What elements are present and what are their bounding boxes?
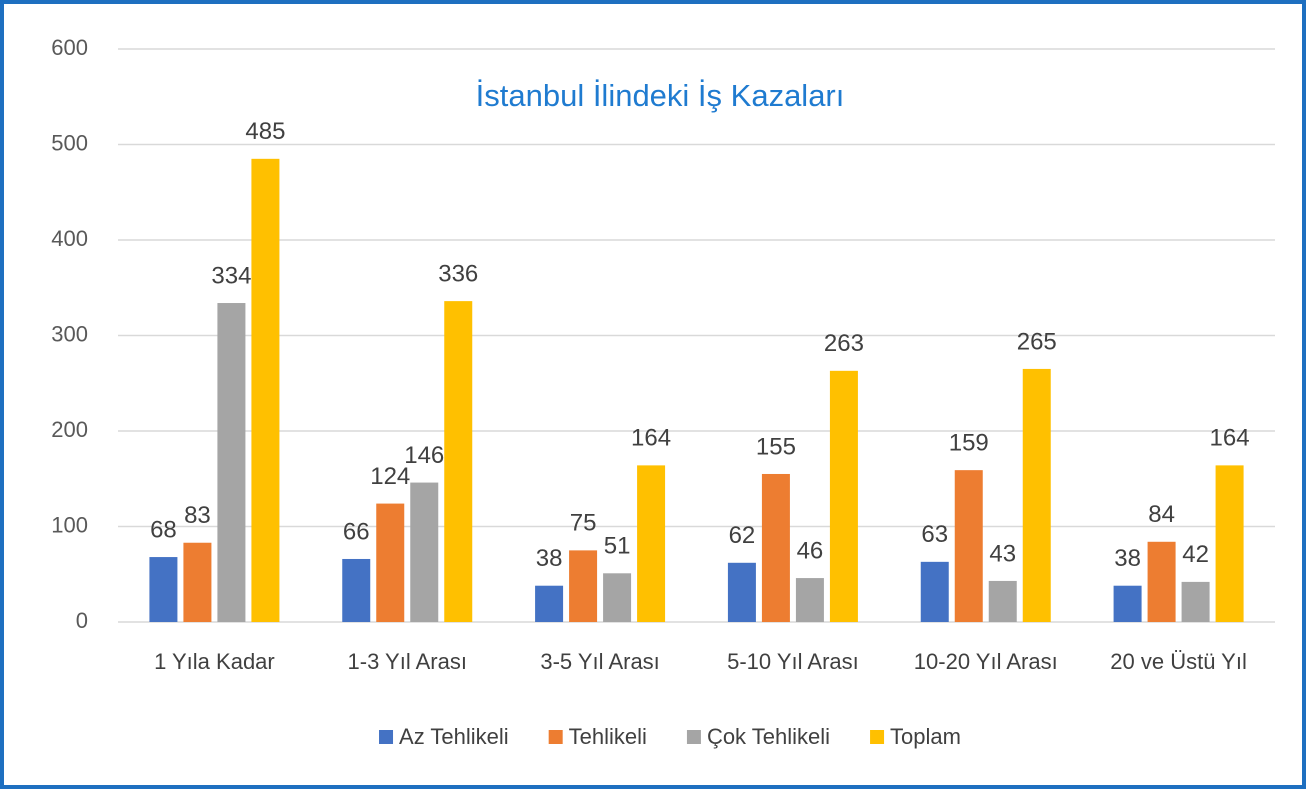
bar [410, 482, 439, 622]
legend-item: Toplam [870, 724, 961, 749]
data-label: 155 [756, 433, 796, 460]
legend-item: Çok Tehlikeli [686, 724, 830, 749]
bar [1022, 368, 1051, 622]
data-label: 83 [184, 502, 211, 529]
legend-label: Tehlikeli [569, 724, 647, 749]
bar [342, 558, 371, 622]
bar [1181, 581, 1210, 622]
bar [1147, 541, 1176, 622]
bar [954, 470, 983, 622]
data-label: 43 [989, 540, 1016, 567]
y-tick-label: 300 [51, 321, 88, 346]
bar [217, 303, 246, 622]
bar [637, 465, 666, 622]
y-tick-label: 500 [51, 130, 88, 155]
x-tick-label: 5-10 Yıl Arası [727, 649, 859, 674]
bar [829, 370, 858, 622]
data-label: 336 [438, 260, 478, 287]
data-label: 51 [604, 533, 631, 560]
chart-title: İstanbul İlindeki İş Kazaları [476, 78, 845, 113]
data-label: 159 [949, 429, 989, 456]
bar [603, 573, 632, 622]
bar [920, 561, 949, 622]
legend-swatch [548, 730, 563, 744]
data-label: 263 [824, 330, 864, 357]
data-label: 46 [797, 537, 824, 564]
y-tick-label: 200 [51, 417, 88, 442]
legend-item: Az Tehlikeli [379, 724, 509, 749]
legend-swatch [379, 730, 394, 744]
legend-swatch [870, 730, 885, 744]
bar [1215, 465, 1244, 622]
bar [535, 585, 564, 622]
data-label: 334 [211, 262, 251, 289]
bar [183, 542, 212, 622]
bar [569, 550, 598, 622]
bar [149, 557, 178, 622]
x-tick-label: 10-20 Yıl Arası [914, 649, 1058, 674]
legend-label: Az Tehlikeli [399, 724, 509, 749]
data-label: 42 [1182, 541, 1209, 568]
legend-swatch [686, 730, 701, 744]
bar [727, 562, 756, 622]
data-label: 84 [1148, 501, 1175, 528]
bar [1113, 585, 1142, 622]
bar [988, 580, 1017, 622]
data-label: 62 [729, 522, 756, 549]
data-label: 164 [1210, 425, 1250, 452]
legend-label: Toplam [890, 724, 961, 749]
data-label: 38 [536, 545, 563, 572]
x-tick-label: 1-3 Yıl Arası [348, 649, 467, 674]
bar [251, 158, 280, 622]
bar [795, 578, 824, 622]
data-label: 75 [570, 510, 597, 537]
data-label: 68 [150, 516, 177, 543]
y-tick-label: 0 [76, 608, 88, 633]
data-label: 164 [631, 425, 671, 452]
legend-item: Tehlikeli [548, 724, 647, 749]
y-tick-label: 400 [51, 226, 88, 251]
data-label: 66 [343, 518, 370, 545]
x-tick-label: 1 Yıla Kadar [154, 649, 275, 674]
bar [444, 301, 473, 622]
data-label: 485 [245, 118, 285, 145]
data-label: 38 [1114, 545, 1141, 572]
y-tick-label: 100 [51, 512, 88, 537]
data-label: 124 [370, 463, 410, 490]
data-label: 146 [404, 442, 444, 469]
data-label: 63 [921, 521, 948, 548]
x-tick-label: 20 ve Üstü Yıl [1110, 649, 1247, 674]
bar [761, 473, 790, 622]
data-label: 265 [1017, 328, 1057, 355]
y-tick-label: 600 [51, 35, 88, 60]
legend-label: Çok Tehlikeli [707, 724, 830, 749]
x-tick-label: 3-5 Yıl Arası [540, 649, 659, 674]
bar [376, 503, 405, 622]
